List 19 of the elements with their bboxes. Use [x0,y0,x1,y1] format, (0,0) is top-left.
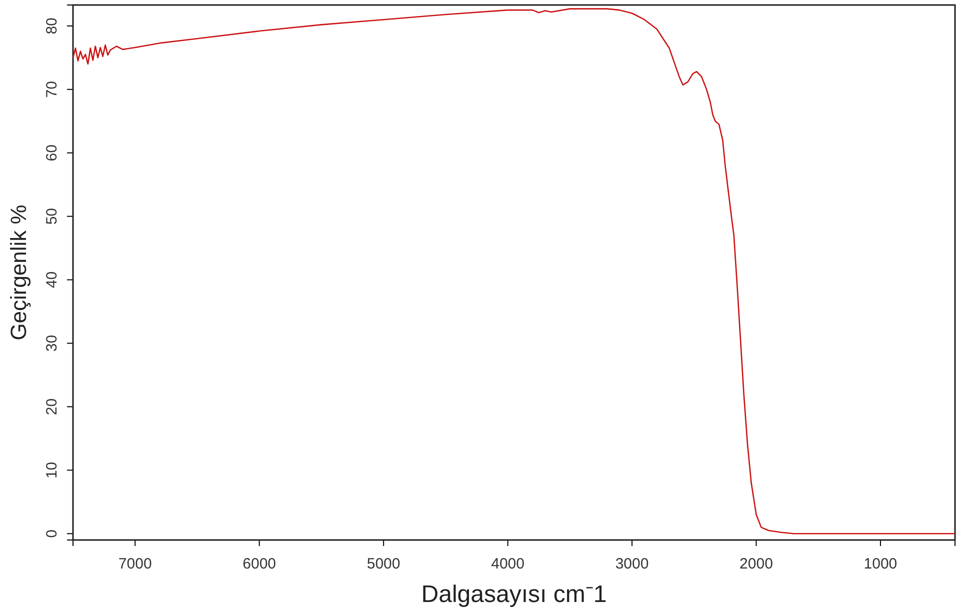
x-axis-title: Dalgasayısı cm⁻1 [421,581,607,608]
y-tick-label: 50 [43,208,60,225]
x-tick-label: 2000 [740,556,773,573]
x-tick-label: 5000 [366,556,400,573]
y-tick-label: 20 [43,398,60,416]
x-tick-label: 3000 [615,556,649,573]
y-tick-label: 70 [43,81,60,98]
y-tick-label: 30 [43,334,60,352]
line-series [72,8,956,534]
y-axis-title: Geçirgenlik % [6,204,31,340]
y-tick-label: 10 [43,462,60,479]
x-tick-label: 4000 [491,556,524,573]
x-tick-label: 6000 [242,556,276,573]
x-tick-label: 7000 [118,556,152,573]
y-tick-label: 0 [43,529,60,538]
y-tick-label: 40 [43,271,60,288]
y-tick-label: 60 [43,144,60,162]
y-tick-label: 80 [43,18,60,34]
x-tick-label: 1000 [864,556,898,573]
